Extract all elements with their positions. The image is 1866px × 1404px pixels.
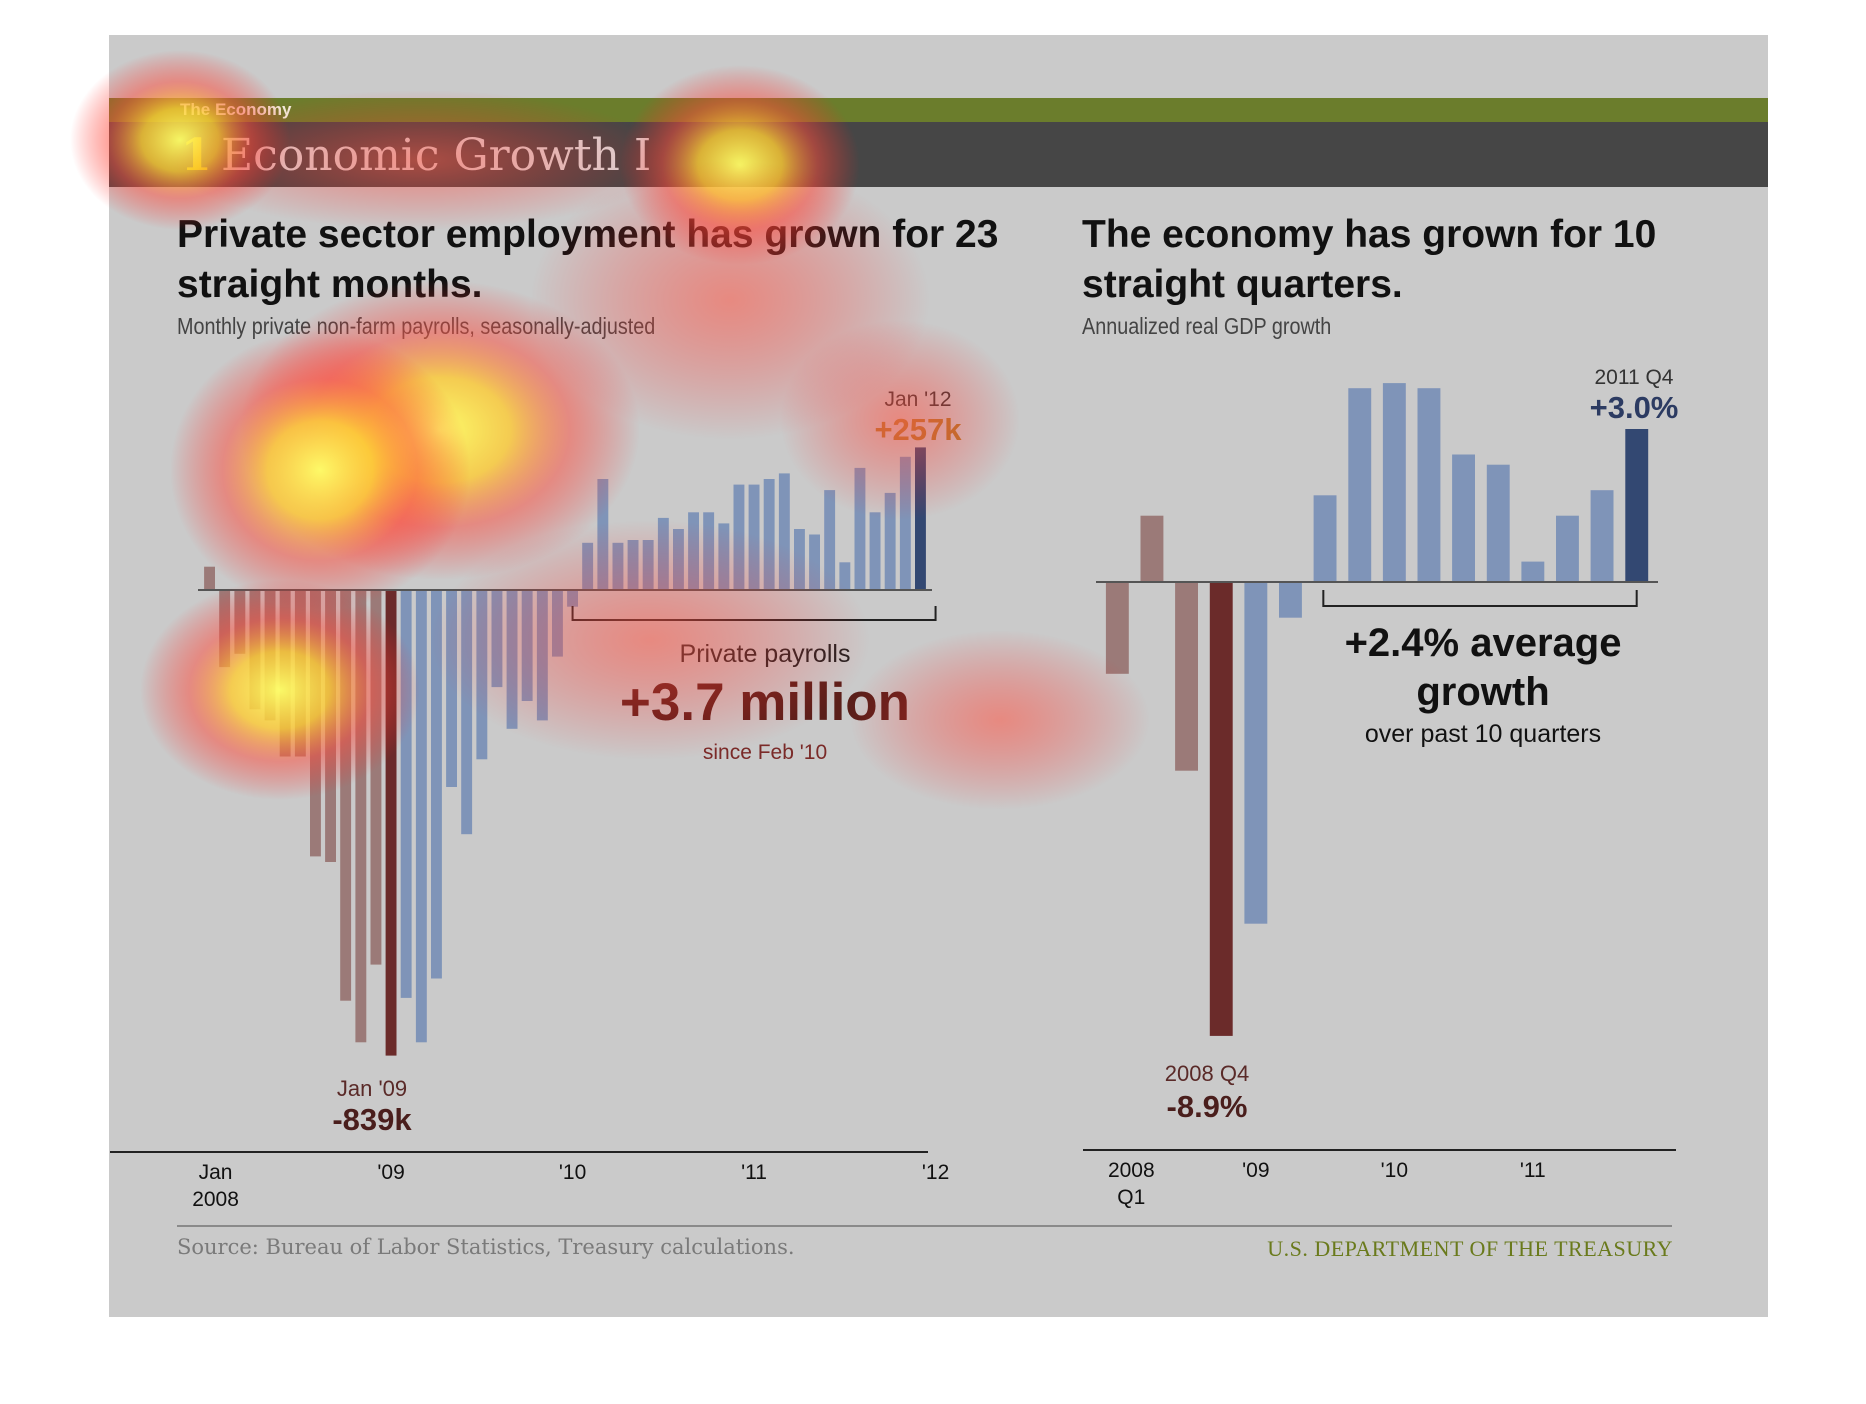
payrolls-bar [385,590,397,1056]
payrolls-high-value: +257k [874,412,962,447]
gdp-bar [1313,495,1337,582]
payrolls-bar [884,492,896,590]
payrolls-bar [673,529,684,591]
payrolls-bar [340,590,352,1001]
payrolls-bar [824,490,836,590]
gdp-tick-label: '09 [1242,1159,1269,1182]
payrolls-bar [582,542,594,590]
gdp-low-period: 2008 Q4 [1165,1061,1249,1086]
payrolls-bar [748,484,760,591]
payrolls-bar [552,590,563,657]
payrolls-bar [446,590,457,787]
payrolls-bar [431,590,442,979]
gdp-high-period: 2011 Q4 [1594,366,1673,389]
payrolls-bar [703,512,715,590]
payrolls-bar [476,590,488,760]
payrolls-low-period: Jan '09 [337,1076,407,1101]
payrolls-bar [612,542,624,590]
payrolls-bar [279,590,291,757]
right-headline: The economy has grown for 10 straight qu… [1082,213,1657,306]
payrolls-bar [234,590,246,654]
payrolls-summary-value: +3.7 million [620,673,910,732]
payrolls-high-period: Jan '12 [884,388,951,411]
payrolls-bar [733,484,745,591]
gdp-bar [1105,582,1129,674]
gdp-bar [1417,388,1441,582]
payrolls-bar [688,512,699,590]
payrolls-bar [204,566,215,590]
gdp-tick-label: 2008 [1108,1159,1155,1182]
payrolls-bar [597,479,609,590]
payrolls-bar [521,590,533,701]
gdp-summary-value-line2: growth [1416,670,1549,714]
payrolls-bar [219,590,231,668]
payrolls-bar [627,540,639,590]
payrolls-bracket [571,606,937,621]
payrolls-tick-label: '10 [559,1161,586,1184]
gdp-summary-value-line1: +2.4% average [1345,621,1622,665]
payrolls-bar [325,590,336,862]
payrolls-bar [899,456,911,590]
payrolls-bar [294,590,306,757]
payrolls-tick-label: '09 [377,1161,404,1184]
payrolls-bar [264,590,276,721]
footer-rule [177,1225,1672,1227]
payrolls-bar [567,590,578,607]
gdp-bar [1521,561,1545,582]
payrolls-summary-label: Private payrolls [680,640,851,668]
payrolls-bar [249,590,261,710]
gdp-high-value: +3.0% [1590,390,1679,425]
gdp-bar [1209,582,1233,1036]
payrolls-bar [415,590,427,1043]
payrolls-bar [506,590,518,729]
gdp-tick-label: '10 [1381,1159,1408,1182]
gdp-bar [1382,383,1406,582]
gdp-tick-label: Q1 [1117,1186,1145,1209]
gdp-bar [1625,429,1649,582]
gdp-summary-note: over past 10 quarters [1365,720,1601,748]
gdp-low-value: -8.9% [1167,1089,1248,1124]
payrolls-bar [839,562,851,591]
payrolls-bar [355,590,367,1043]
gdp-bar [1452,454,1475,582]
payrolls-bar [718,523,730,590]
payrolls-bar [794,529,805,591]
payrolls-bar [809,534,820,590]
gdp-bar [1486,464,1510,582]
payrolls-bar [491,590,503,688]
payrolls-tick-label: 2008 [192,1188,239,1211]
right-subline: Annualized real GDP growth [1082,313,1332,339]
source-note: Source: Bureau of Labor Statistics, Trea… [177,1235,795,1259]
payrolls-bar [854,467,866,590]
gdp-bar [1590,490,1614,582]
gdp-bar [1556,515,1579,582]
payrolls-bar [657,517,669,591]
agency-wordmark: U.S. DEPARTMENT OF THE TREASURY [1267,1236,1673,1261]
payrolls-bar [400,590,412,998]
payrolls-tick-label: '12 [922,1161,949,1184]
gdp-bracket [1322,590,1638,607]
gdp-bar [1244,582,1268,924]
payrolls-bar [370,590,382,965]
payrolls-bar [778,473,790,590]
gdp-bar [1140,515,1164,582]
payrolls-bar [461,590,473,835]
payrolls-bar [869,512,881,590]
payrolls-tick-label: '11 [741,1161,767,1184]
gdp-bar [1348,388,1372,582]
payrolls-bar [536,590,548,721]
payrolls-bar [763,479,775,590]
payrolls-bar [310,590,321,857]
payrolls-summary-note: since Feb '10 [703,741,827,764]
payrolls-low-value: -839k [332,1102,412,1137]
gdp-bar [1175,582,1198,771]
gdp-tick-label: '11 [1520,1159,1546,1182]
payrolls-tick-label: Jan [199,1161,233,1184]
payrolls-bar [642,540,654,590]
payrolls-bar [915,447,926,590]
gdp-bar [1279,582,1302,618]
